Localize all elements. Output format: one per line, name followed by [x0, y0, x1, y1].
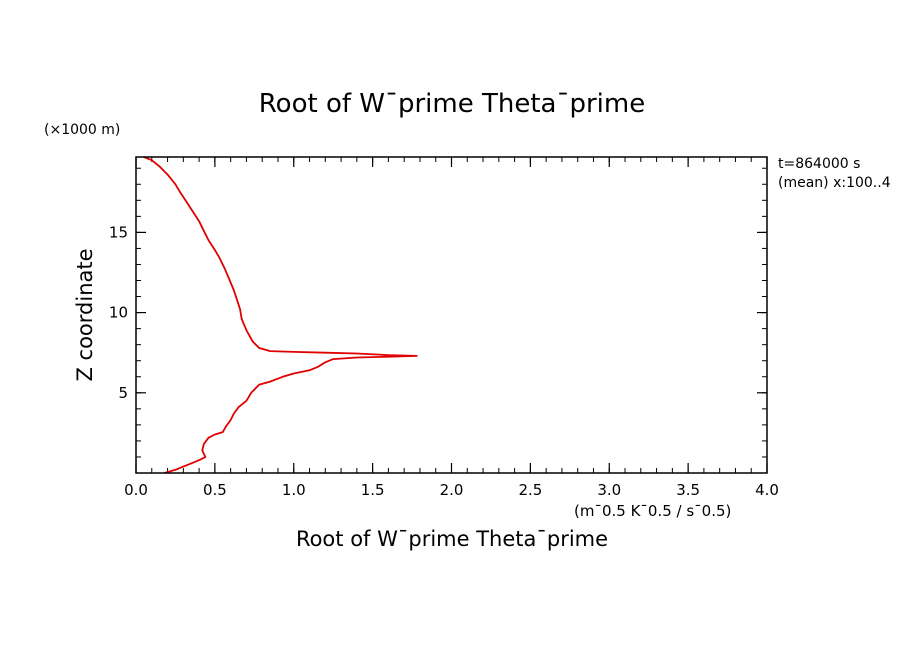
x-tick-label: 1.0 — [282, 481, 306, 499]
x-tick-label: 3.5 — [676, 481, 700, 499]
x-tick-label: 2.5 — [518, 481, 542, 499]
tick-labels: 0.0 0.5 1.0 1.5 2.0 2.5 3.0 3.5 4.0 5 10 15 — [109, 223, 779, 499]
y-tick-label: 5 — [118, 384, 128, 402]
x-tick-label: 0.5 — [203, 481, 227, 499]
x-tick-label: 3.0 — [597, 481, 621, 499]
x-tick-label: 2.0 — [440, 481, 464, 499]
x-tick-label: 1.5 — [361, 481, 385, 499]
y-axis-label: Z coordinate — [73, 248, 97, 381]
x-tick-label: 0.0 — [124, 481, 148, 499]
y-axis-units: (×1000 m) — [44, 122, 120, 138]
plot-frame — [135, 156, 768, 474]
x-axis-units: (m¯0.5 K¯0.5 / s¯0.5) — [574, 502, 731, 520]
x-tick-label: 4.0 — [755, 481, 779, 499]
series-group — [143, 156, 418, 474]
series-line — [143, 156, 418, 474]
y-tick-label: 10 — [109, 304, 128, 322]
mean-annotation: (mean) x:100..4 — [778, 175, 891, 191]
y-tick-label: 15 — [109, 223, 128, 241]
chart-title: Root of W¯prime Theta¯prime — [259, 89, 645, 119]
x-axis-label: Root of W¯prime Theta¯prime — [296, 527, 608, 551]
time-annotation: t=864000 s — [778, 156, 860, 172]
